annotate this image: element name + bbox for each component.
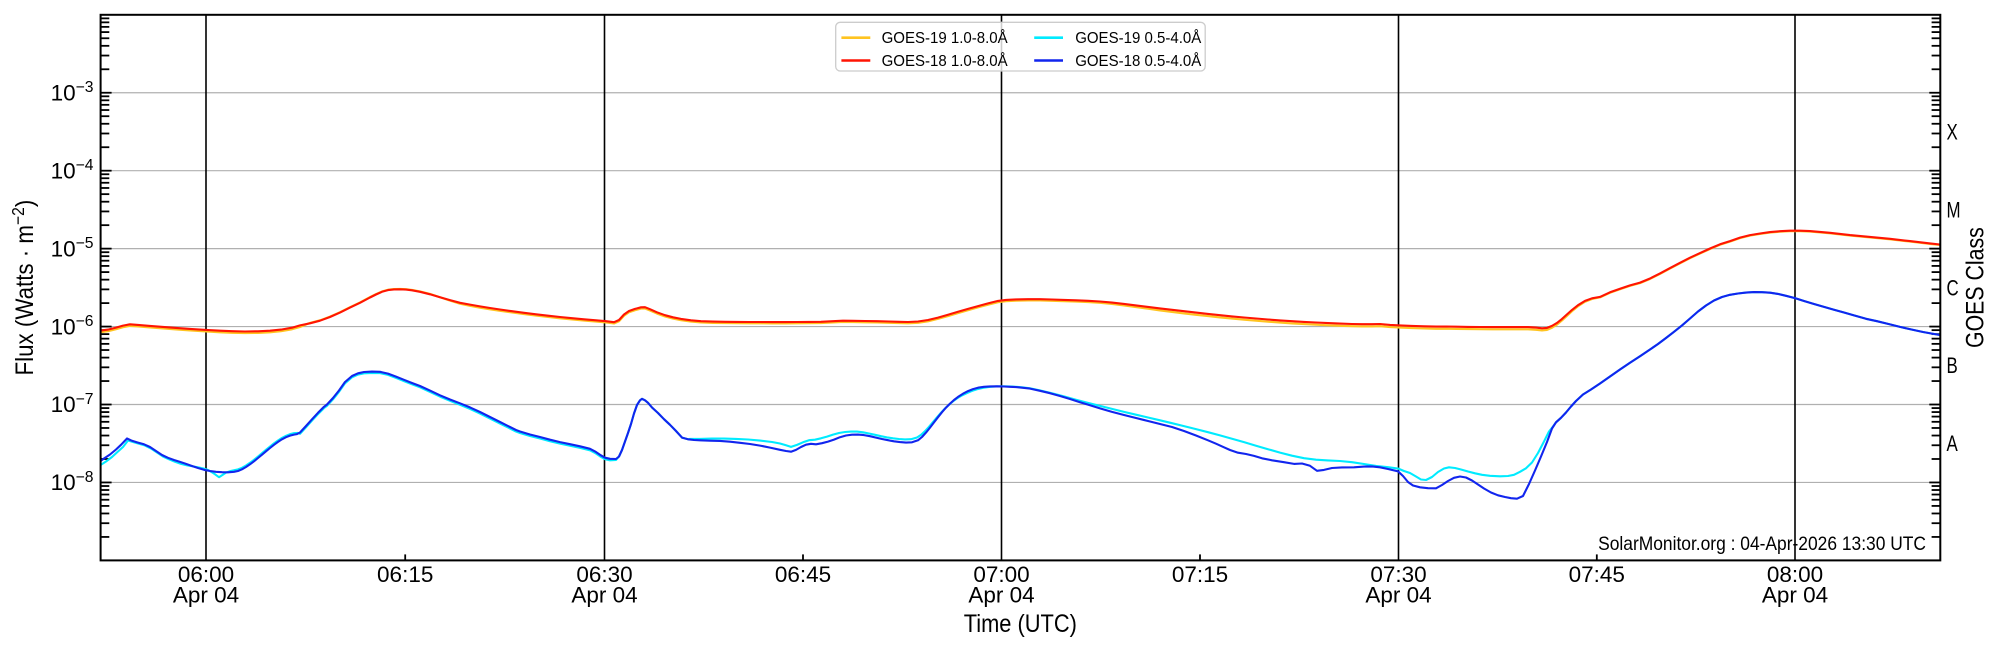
svg-text:06:00: 06:00: [178, 562, 234, 587]
svg-text:B: B: [1947, 354, 1958, 379]
svg-text:07:30: 07:30: [1370, 562, 1426, 587]
svg-text:10−6: 10−6: [51, 313, 94, 339]
svg-text:GOES-19 0.5-4.0Å: GOES-19 0.5-4.0Å: [1075, 30, 1202, 47]
svg-text:GOES-18 0.5-4.0Å: GOES-18 0.5-4.0Å: [1075, 53, 1202, 70]
svg-text:10−4: 10−4: [51, 157, 94, 183]
svg-text:Apr 04: Apr 04: [968, 583, 1034, 608]
svg-text:08:00: 08:00: [1767, 562, 1823, 587]
svg-text:Apr 04: Apr 04: [1762, 583, 1828, 608]
svg-text:10−3: 10−3: [51, 79, 94, 105]
svg-text:Time (UTC): Time (UTC): [964, 610, 1077, 638]
svg-text:GOES-19 1.0-8.0Å: GOES-19 1.0-8.0Å: [882, 30, 1009, 47]
svg-text:X: X: [1947, 120, 1958, 145]
svg-text:Flux (Watts · m−2): Flux (Watts · m−2): [8, 200, 39, 376]
svg-text:10−8: 10−8: [51, 469, 94, 495]
svg-text:06:45: 06:45: [775, 562, 831, 587]
svg-text:GOES Class: GOES Class: [1961, 227, 1989, 348]
svg-text:GOES-18 1.0-8.0Å: GOES-18 1.0-8.0Å: [882, 53, 1009, 70]
svg-text:A: A: [1947, 432, 1959, 457]
svg-text:Apr 04: Apr 04: [1365, 583, 1431, 608]
svg-text:Apr 04: Apr 04: [571, 583, 637, 608]
svg-text:C: C: [1947, 276, 1959, 301]
svg-text:07:00: 07:00: [973, 562, 1029, 587]
svg-text:Apr 04: Apr 04: [173, 583, 239, 608]
svg-text:10−7: 10−7: [51, 391, 94, 417]
svg-text:07:45: 07:45: [1569, 562, 1625, 587]
svg-text:M: M: [1947, 198, 1961, 223]
svg-text:10−5: 10−5: [51, 235, 94, 261]
svg-text:07:15: 07:15: [1172, 562, 1228, 587]
svg-text:06:15: 06:15: [377, 562, 433, 587]
svg-text:06:30: 06:30: [576, 562, 632, 587]
svg-text:SolarMonitor.org : 04-Apr-2026: SolarMonitor.org : 04-Apr-2026 13:30 UTC: [1598, 532, 1926, 554]
